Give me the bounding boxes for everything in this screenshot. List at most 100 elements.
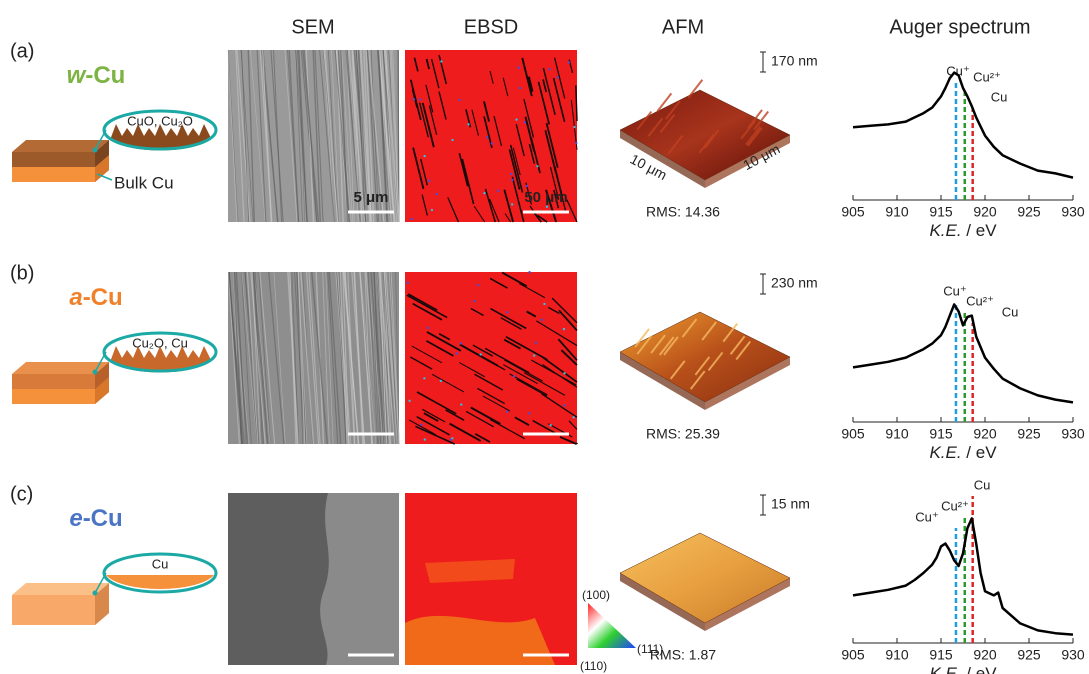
- ebsd-speck: [512, 375, 516, 378]
- x-tick-label: 925: [1017, 426, 1041, 442]
- ebsd-speck: [428, 179, 431, 182]
- header-ebsd: EBSD: [464, 16, 518, 38]
- x-tick-label: 905: [841, 204, 865, 220]
- x-tick-label: 930: [1061, 647, 1085, 663]
- sem-streak: [331, 49, 340, 223]
- afm-ridge: [753, 110, 770, 131]
- height-bracket: [760, 273, 766, 295]
- peak-label: Cu⁺: [943, 283, 966, 298]
- sem-streak: [244, 271, 258, 445]
- ebsd-speck: [563, 404, 566, 407]
- ebsd-speck: [536, 165, 539, 168]
- ebsd-speck: [517, 66, 520, 69]
- ipf-label: (111): [637, 642, 663, 656]
- afm-ridge: [707, 351, 724, 372]
- ebsd-boundary: [471, 109, 479, 136]
- sem-streak: [273, 271, 286, 445]
- ebsd-boundary: [570, 99, 578, 150]
- peak-label: Cu: [991, 89, 1008, 104]
- afm-ridge: [650, 334, 666, 354]
- x-tick-label: 915: [929, 426, 953, 442]
- ebsd-boundary: [558, 309, 578, 332]
- ebsd-speck: [506, 311, 509, 314]
- ebsd-boundary: [465, 410, 494, 428]
- x-axis-label-italic: K.E.: [929, 664, 961, 674]
- ebsd-boundary: [515, 123, 525, 157]
- ebsd-speck: [528, 412, 531, 415]
- afm-ridge: [669, 360, 686, 380]
- ebsd-speck: [455, 352, 459, 355]
- ebsd-boundary: [438, 91, 447, 120]
- ebsd-speck: [525, 184, 528, 188]
- ebsd-boundary: [553, 189, 560, 209]
- block-layer: [12, 374, 95, 389]
- ebsd-speck: [556, 76, 560, 79]
- ebsd-speck: [534, 341, 538, 344]
- ebsd-boundary: [425, 84, 434, 113]
- sem-streak: [236, 49, 251, 223]
- ebsd-boundary: [470, 406, 501, 425]
- ebsd-boundary: [493, 115, 503, 147]
- x-tick-label: 920: [973, 426, 997, 442]
- ebsd-speck: [426, 326, 430, 330]
- ebsd-speck: [423, 154, 426, 158]
- ebsd-boundary: [502, 77, 509, 97]
- inset-ellipse: [102, 331, 218, 373]
- x-axis-label-rest: / eV: [962, 221, 998, 240]
- ebsd-boundary: [549, 166, 560, 200]
- ebsd-boundary: [458, 153, 469, 187]
- ebsd-speck: [496, 189, 500, 193]
- sem-streak: [373, 271, 382, 445]
- afm-ridge: [694, 356, 711, 376]
- ebsd-speck: [523, 121, 527, 124]
- ebsd-boundary: [536, 320, 578, 347]
- ebsd-boundary: [528, 143, 536, 164]
- ebsd-boundary: [519, 283, 546, 299]
- peak-label: Cu: [1002, 304, 1019, 319]
- ebsd-speck: [459, 342, 463, 345]
- sem-streak: [254, 271, 271, 445]
- sem-streak: [312, 49, 322, 223]
- block-layer: [12, 595, 95, 610]
- x-tick-label: 930: [1061, 204, 1085, 220]
- sem-streak: [345, 49, 361, 223]
- ebsd-boundary: [459, 362, 486, 378]
- sem-streak: [367, 271, 379, 445]
- ipf-label: (100): [582, 588, 610, 602]
- ebsd-boundary: [409, 79, 422, 121]
- sem-streak: [268, 271, 285, 445]
- x-tick-label: 915: [929, 647, 953, 663]
- afm-ridge: [689, 370, 706, 390]
- sem-streak: [314, 49, 324, 223]
- ebsd-boundary: [505, 335, 548, 361]
- ebsd-boundary: [418, 102, 429, 138]
- block-top: [12, 140, 109, 152]
- ebsd-speck: [490, 142, 493, 145]
- sem-streak: [302, 49, 320, 223]
- ebsd-boundary: [477, 387, 505, 405]
- afm-ridge: [665, 100, 681, 120]
- afm-ridge: [636, 110, 653, 131]
- peak-label: Cu²⁺: [973, 69, 1001, 84]
- ebsd-speck: [532, 354, 536, 357]
- sample-name-prefix: e: [69, 505, 82, 532]
- ebsd-boundary: [459, 343, 499, 367]
- sem-streak: [324, 49, 339, 223]
- ebsd-speck: [435, 192, 438, 196]
- afm-side: [620, 352, 705, 410]
- ebsd-speck: [505, 410, 509, 413]
- ebsd-speck: [543, 302, 546, 306]
- spectrum-line: [852, 517, 1074, 636]
- afm-ridge: [701, 321, 717, 341]
- sem-streak: [259, 271, 276, 445]
- ebsd-boundary: [557, 338, 578, 361]
- sem-streak: [235, 271, 247, 445]
- connector-dot: [92, 147, 98, 153]
- sem-streak: [360, 271, 377, 445]
- sem-streak: [325, 271, 334, 445]
- ebsd-boundary: [553, 57, 566, 99]
- sem-streak: [368, 49, 385, 223]
- afm-ridge: [647, 117, 664, 137]
- sem-streak: [377, 49, 388, 223]
